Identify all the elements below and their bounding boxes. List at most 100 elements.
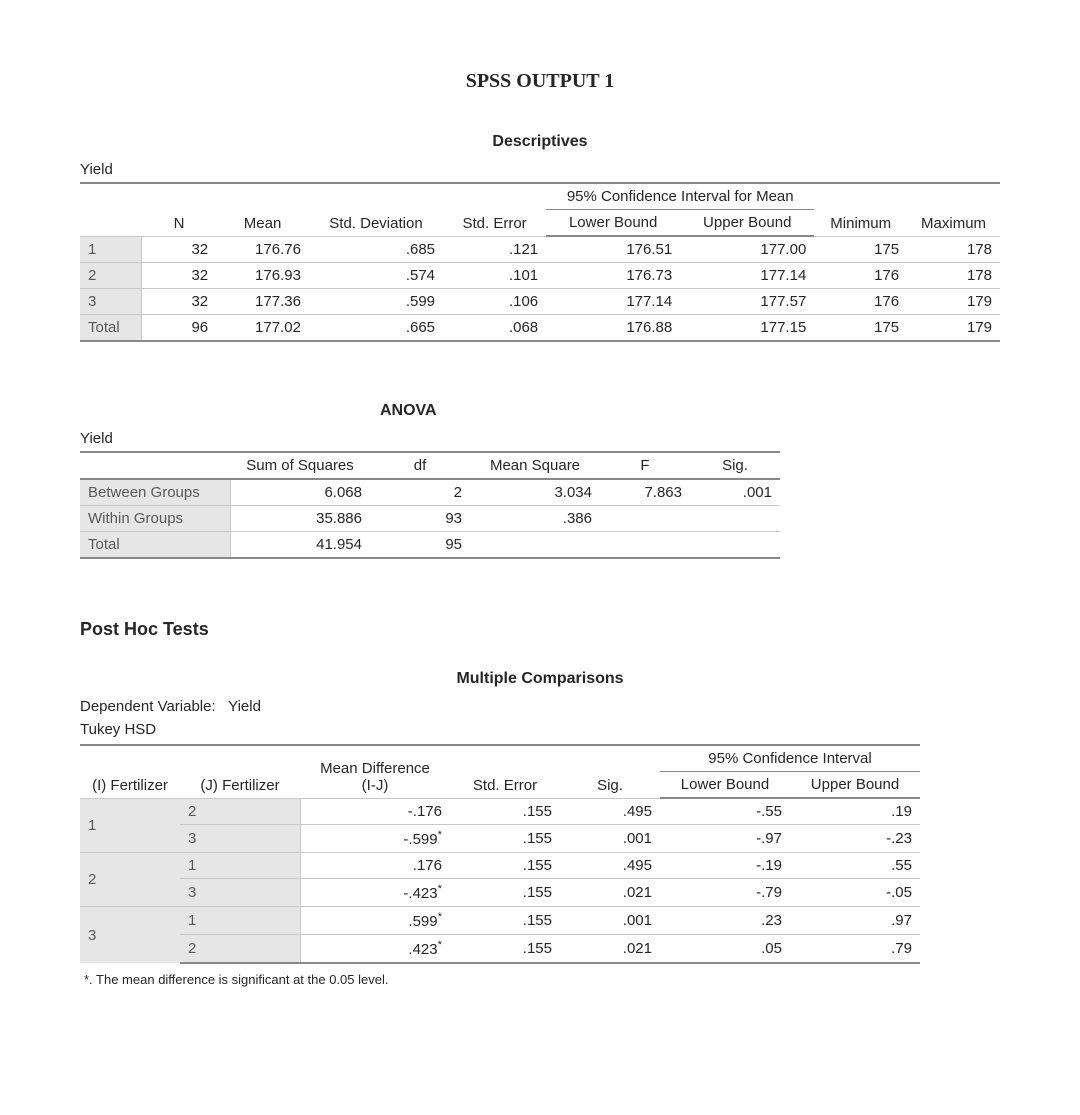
posthoc-section-title: Post Hoc Tests bbox=[80, 619, 1000, 640]
sig-star: * bbox=[438, 939, 442, 951]
main-title: SPSS OUTPUT 1 bbox=[80, 70, 1000, 93]
cell-se: .155 bbox=[450, 825, 560, 853]
posthoc-block: Post Hoc Tests Multiple Comparisons Depe… bbox=[80, 619, 1000, 987]
descriptives-table: N Mean Std. Deviation Std. Error 95% Con… bbox=[80, 182, 1000, 342]
cell-i: 1 bbox=[80, 798, 180, 853]
cell-max: 178 bbox=[907, 263, 1000, 289]
cell-ub: 177.15 bbox=[680, 315, 814, 342]
anova-head-blank bbox=[80, 452, 230, 479]
table-row: 232176.93.574.101176.73177.14176178 bbox=[80, 263, 1000, 289]
cell-mean: 177.02 bbox=[216, 315, 309, 342]
cell-lb: -.19 bbox=[660, 853, 790, 879]
descriptives-block: Descriptives Yield N Mean Std. Deviation… bbox=[80, 133, 1000, 342]
cell-lb: 176.73 bbox=[546, 263, 680, 289]
cell-j: 3 bbox=[180, 825, 300, 853]
cell-lb: -.97 bbox=[660, 825, 790, 853]
cell-ub: -.23 bbox=[790, 825, 920, 853]
mc-head-md: Mean Difference (I-J) bbox=[300, 745, 450, 798]
cell-sig: .495 bbox=[560, 853, 660, 879]
table-row: 31.599*.155.001.23.97 bbox=[80, 907, 920, 935]
cell-md: -.423* bbox=[300, 879, 450, 907]
cell-std: .599 bbox=[309, 289, 443, 315]
cell-ub: 177.14 bbox=[680, 263, 814, 289]
cell-se: .155 bbox=[450, 879, 560, 907]
cell-md: -.176 bbox=[300, 798, 450, 825]
cell-se: .106 bbox=[443, 289, 546, 315]
cell-ub: .97 bbox=[790, 907, 920, 935]
cell-ub: .19 bbox=[790, 798, 920, 825]
sig-star: * bbox=[438, 911, 442, 923]
cell-df: 95 bbox=[370, 532, 470, 559]
cell-sig: .495 bbox=[560, 798, 660, 825]
mc-head-i: (I) Fertilizer bbox=[80, 745, 180, 798]
row-label: Between Groups bbox=[80, 479, 230, 506]
row-label: 1 bbox=[80, 236, 142, 263]
cell-se: .155 bbox=[450, 853, 560, 879]
cell-j: 3 bbox=[180, 879, 300, 907]
cell-se: .068 bbox=[443, 315, 546, 342]
cell-ub: .79 bbox=[790, 935, 920, 964]
cell-se: .155 bbox=[450, 907, 560, 935]
cell-md: .176 bbox=[300, 853, 450, 879]
cell-lb: -.79 bbox=[660, 879, 790, 907]
cell-j: 2 bbox=[180, 798, 300, 825]
cell-i: 2 bbox=[80, 853, 180, 907]
anova-title: ANOVA bbox=[380, 402, 1000, 420]
cell-min: 175 bbox=[814, 236, 907, 263]
mc-table: (I) Fertilizer (J) Fertilizer Mean Diffe… bbox=[80, 744, 920, 964]
row-label: Total bbox=[80, 532, 230, 559]
cell-ms: .386 bbox=[470, 506, 600, 532]
table-row: Total96177.02.665.068176.88177.15175179 bbox=[80, 315, 1000, 342]
cell-lb: .05 bbox=[660, 935, 790, 964]
table-row: Between Groups6.06823.0347.863.001 bbox=[80, 479, 780, 506]
cell-max: 179 bbox=[907, 289, 1000, 315]
desc-head-min: Minimum bbox=[814, 183, 907, 236]
anova-head-f: F bbox=[600, 452, 690, 479]
cell-ub: 177.57 bbox=[680, 289, 814, 315]
cell-f bbox=[600, 506, 690, 532]
mc-method: Tukey HSD bbox=[80, 721, 1000, 738]
cell-sig bbox=[690, 506, 780, 532]
cell-se: .121 bbox=[443, 236, 546, 263]
table-row: Within Groups35.88693.386 bbox=[80, 506, 780, 532]
table-row: 3-.599*.155.001-.97-.23 bbox=[80, 825, 920, 853]
cell-ms bbox=[470, 532, 600, 559]
cell-n: 96 bbox=[142, 315, 216, 342]
table-row: 12-.176.155.495-.55.19 bbox=[80, 798, 920, 825]
anova-head-ms: Mean Square bbox=[470, 452, 600, 479]
cell-df: 93 bbox=[370, 506, 470, 532]
cell-std: .665 bbox=[309, 315, 443, 342]
anova-head-sig: Sig. bbox=[690, 452, 780, 479]
cell-ms: 3.034 bbox=[470, 479, 600, 506]
cell-ub: -.05 bbox=[790, 879, 920, 907]
cell-n: 32 bbox=[142, 289, 216, 315]
mc-head-md-top: Mean Difference bbox=[320, 760, 430, 777]
cell-ss: 6.068 bbox=[230, 479, 370, 506]
anova-head-df: df bbox=[370, 452, 470, 479]
mc-head-sig: Sig. bbox=[560, 745, 660, 798]
desc-head-ci: 95% Confidence Interval for Mean bbox=[546, 183, 814, 210]
cell-md: -.599* bbox=[300, 825, 450, 853]
table-row: 332177.36.599.106177.14177.57176179 bbox=[80, 289, 1000, 315]
table-row: 132176.76.685.121176.51177.00175178 bbox=[80, 236, 1000, 263]
cell-mean: 177.36 bbox=[216, 289, 309, 315]
mc-head-j: (J) Fertilizer bbox=[180, 745, 300, 798]
page: SPSS OUTPUT 1 Descriptives Yield N Mean … bbox=[0, 0, 1080, 1107]
cell-n: 32 bbox=[142, 263, 216, 289]
mc-head-md-bot: (I-J) bbox=[362, 777, 389, 794]
cell-mean: 176.93 bbox=[216, 263, 309, 289]
desc-head-se: Std. Error bbox=[443, 183, 546, 236]
mc-title: Multiple Comparisons bbox=[80, 670, 1000, 688]
mc-head-lb: Lower Bound bbox=[660, 772, 790, 799]
cell-sig: .001 bbox=[690, 479, 780, 506]
mc-head-ub: Upper Bound bbox=[790, 772, 920, 799]
cell-mean: 176.76 bbox=[216, 236, 309, 263]
cell-sig: .001 bbox=[560, 825, 660, 853]
cell-df: 2 bbox=[370, 479, 470, 506]
sig-star: * bbox=[438, 883, 442, 895]
cell-lb: 176.51 bbox=[546, 236, 680, 263]
desc-head-std: Std. Deviation bbox=[309, 183, 443, 236]
cell-sig: .001 bbox=[560, 907, 660, 935]
anova-variable: Yield bbox=[80, 430, 1000, 447]
desc-head-lb: Lower Bound bbox=[546, 210, 680, 237]
